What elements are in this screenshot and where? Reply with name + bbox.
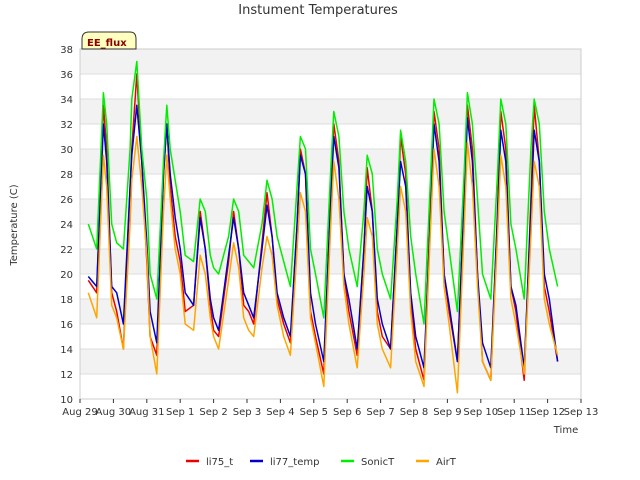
grid-band xyxy=(80,124,581,149)
y-tick-label: 16 xyxy=(60,320,73,331)
x-tick-label: Aug 29 xyxy=(62,407,97,418)
grid-band xyxy=(80,299,581,324)
badge-shape xyxy=(81,31,137,50)
x-tick-label: Sep 3 xyxy=(233,407,261,418)
plot-border xyxy=(79,48,582,400)
y-tick-label: 36 xyxy=(60,70,73,81)
ee-flux-badge: EE_flux xyxy=(81,31,137,50)
series-line-SonicT xyxy=(87,60,559,325)
y-tick-label: 18 xyxy=(60,295,73,306)
x-tick-label: Sep 6 xyxy=(333,407,361,418)
y-axis-ticks: 10 12 14 16 18 20 22 24 26 28 30 32 34 36 38 xyxy=(60,45,73,406)
y-tick-label: 30 xyxy=(60,145,73,156)
plot-area xyxy=(79,48,582,400)
x-tick-label: Sep 13 xyxy=(564,407,599,418)
grid-band xyxy=(80,324,581,349)
x-tick-label: Aug 31 xyxy=(129,407,164,418)
x-tick-label: Sep 8 xyxy=(400,407,428,418)
grid-band xyxy=(80,74,581,99)
x-tick-label: Sep 5 xyxy=(300,407,328,418)
y-tick-label: 32 xyxy=(60,120,73,131)
y-tick-label: 12 xyxy=(60,370,73,381)
x-tick-label: Sep 1 xyxy=(166,407,194,418)
y-axis-label: Temperature (C) xyxy=(9,184,20,266)
grid-band xyxy=(80,274,581,299)
x-tick-label: Sep 7 xyxy=(366,407,394,418)
x-axis-label: Time xyxy=(553,425,578,436)
series-line-AirT xyxy=(87,135,559,394)
grid-band xyxy=(80,249,581,274)
x-tick-label: Sep 11 xyxy=(497,407,532,418)
x-tick-label: Sep 9 xyxy=(433,407,461,418)
series-lines xyxy=(87,60,559,394)
y-tick-label: 34 xyxy=(60,95,73,106)
y-tick-label: 22 xyxy=(60,245,73,256)
x-tick-label: Aug 30 xyxy=(96,407,131,418)
x-tick-label: Sep 12 xyxy=(530,407,565,418)
legend-label-li77_temp: li77_temp xyxy=(270,457,319,468)
grid-band xyxy=(80,49,581,74)
y-tick-label: 24 xyxy=(60,220,73,231)
y-tick-label: 38 xyxy=(60,45,73,56)
y-tick-label: 10 xyxy=(60,395,73,406)
y-tick-label: 28 xyxy=(60,170,73,181)
grid-band xyxy=(80,349,581,374)
y-tick-label: 26 xyxy=(60,195,73,206)
chart-title: Instument Temperatures xyxy=(238,3,398,18)
legend-label-AirT: AirT xyxy=(436,457,457,468)
grid-band xyxy=(80,99,581,124)
badge-label: EE_flux xyxy=(87,38,127,49)
legend-label-SonicT: SonicT xyxy=(361,457,395,468)
x-tick-label: Sep 2 xyxy=(199,407,227,418)
x-tick-label: Sep 4 xyxy=(266,407,294,418)
y-tick-label: 20 xyxy=(60,270,73,281)
legend-label-li75_t: li75_t xyxy=(206,457,233,468)
grid-band xyxy=(80,374,581,399)
legend: li75_t li77_temp SonicT AirT xyxy=(186,457,457,468)
y-tick-label: 14 xyxy=(60,345,73,356)
x-tick-label: Sep 10 xyxy=(463,407,498,418)
